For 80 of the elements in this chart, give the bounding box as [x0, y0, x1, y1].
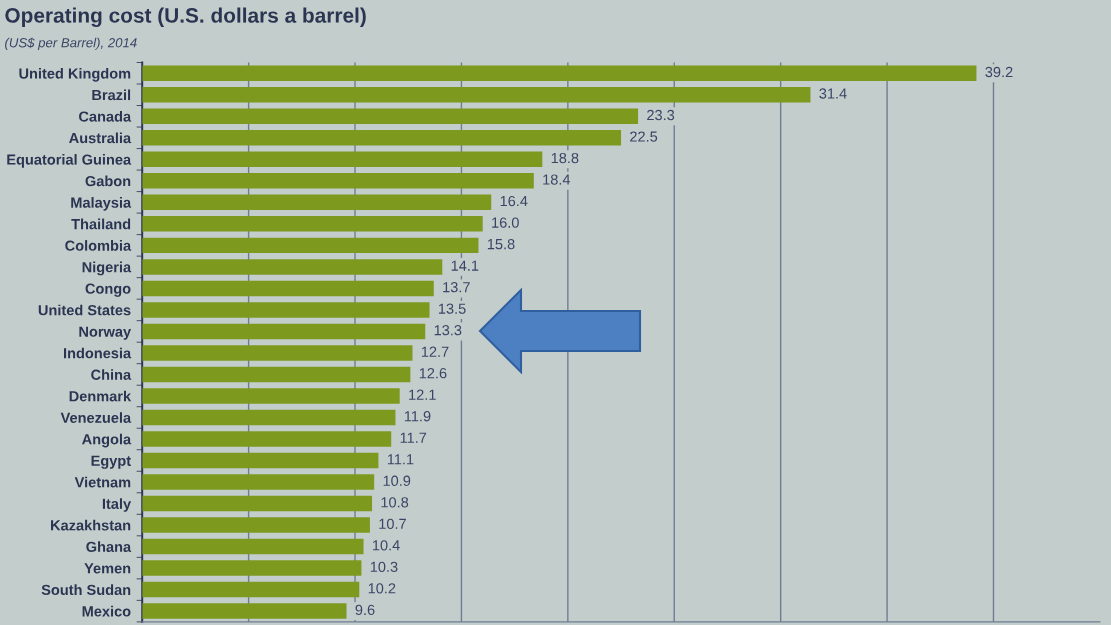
chart-title: Operating cost (U.S. dollars a barrel): [5, 7, 366, 28]
data-label: 10.7: [379, 518, 406, 529]
bar: [142, 495, 373, 512]
y-tick-label: Equatorial Guinea: [7, 154, 132, 168]
bar: [142, 452, 379, 469]
data-label: 18.4: [543, 174, 571, 185]
y-tick-label: Denmark: [69, 390, 132, 402]
y-tick-label: Indonesia: [64, 347, 132, 359]
y-tick-label: Ghana: [86, 541, 132, 552]
y-tick-label: United States: [38, 304, 131, 316]
y-tick-label: Colombia: [65, 240, 132, 251]
bar: [142, 538, 364, 555]
bar: [142, 65, 977, 81]
bar: [142, 560, 362, 576]
data-label: 22.5: [630, 131, 658, 142]
bar: [142, 388, 400, 404]
data-label: 18.8: [551, 152, 579, 164]
bar: [142, 517, 370, 533]
data-label: 39.2: [985, 66, 1013, 78]
data-label: 14.1: [451, 260, 479, 271]
data-label: 12.6: [419, 368, 447, 379]
y-tick-label: Kazakhstan: [51, 519, 131, 531]
y-tick-label: Egypt: [91, 455, 131, 469]
bar: [142, 431, 392, 447]
bar: [142, 409, 396, 426]
y-tick-label: South Sudan: [41, 584, 131, 596]
bar: [142, 302, 430, 318]
y-tick-label: Venezuela: [60, 412, 132, 423]
data-label: 31.4: [819, 88, 847, 99]
data-label: 10.8: [381, 497, 409, 508]
bar: [142, 194, 492, 211]
bar: [142, 173, 534, 189]
data-label: 16.4: [500, 195, 528, 207]
data-label: 10.9: [383, 475, 411, 486]
data-label: 11.1: [387, 454, 414, 465]
data-label: 10.2: [368, 583, 396, 594]
y-tick-label: Canada: [79, 111, 132, 122]
data-label: 10.4: [372, 540, 400, 551]
data-label: 15.8: [487, 238, 515, 250]
data-label: 10.3: [370, 561, 398, 572]
bar: [142, 259, 443, 275]
y-tick-label: Yemen: [84, 563, 131, 574]
y-tick-label: Brazil: [92, 89, 131, 101]
y-tick-label: Italy: [102, 498, 132, 512]
data-label: 13.7: [443, 281, 470, 293]
bar: [142, 130, 622, 146]
y-tick-label: United Kingdom: [19, 67, 131, 82]
bar: [142, 581, 360, 598]
data-label: 9.6: [355, 604, 375, 616]
y-tick-label: China: [91, 369, 132, 380]
y-tick-label: Malaysia: [71, 197, 132, 211]
data-label: 12.1: [409, 389, 436, 400]
bar: [142, 345, 413, 361]
y-tick-label: Thailand: [71, 218, 131, 230]
bar: [142, 366, 411, 383]
data-label: 12.7: [421, 346, 449, 357]
y-tick-label: Vietnam: [74, 476, 131, 488]
y-tick-label: Mexico: [82, 605, 131, 617]
bar: [142, 151, 543, 168]
y-tick-label: Angola: [82, 433, 132, 448]
bar: [142, 474, 375, 490]
chart-subtitle: (US$ per Barrel), 2014: [5, 37, 137, 51]
y-tick-label: Nigeria: [82, 261, 132, 276]
y-tick-label: Congo: [85, 283, 131, 297]
data-label: 23.3: [647, 109, 675, 121]
y-tick-label: Australia: [69, 132, 132, 144]
y-tick-label: Gabon: [85, 175, 131, 187]
bar: [142, 87, 811, 103]
data-label: 11.7: [400, 432, 427, 443]
bar: [142, 237, 479, 254]
bar: [142, 323, 426, 340]
bar: [142, 108, 639, 125]
data-label: 13.5: [438, 303, 466, 314]
bar: [142, 216, 483, 232]
bar: [142, 603, 347, 619]
data-label: 16.0: [492, 217, 519, 228]
bar: [142, 280, 434, 297]
data-label: 11.9: [404, 411, 431, 422]
data-label: 13.3: [434, 325, 462, 336]
y-tick-label: Norway: [79, 326, 132, 340]
